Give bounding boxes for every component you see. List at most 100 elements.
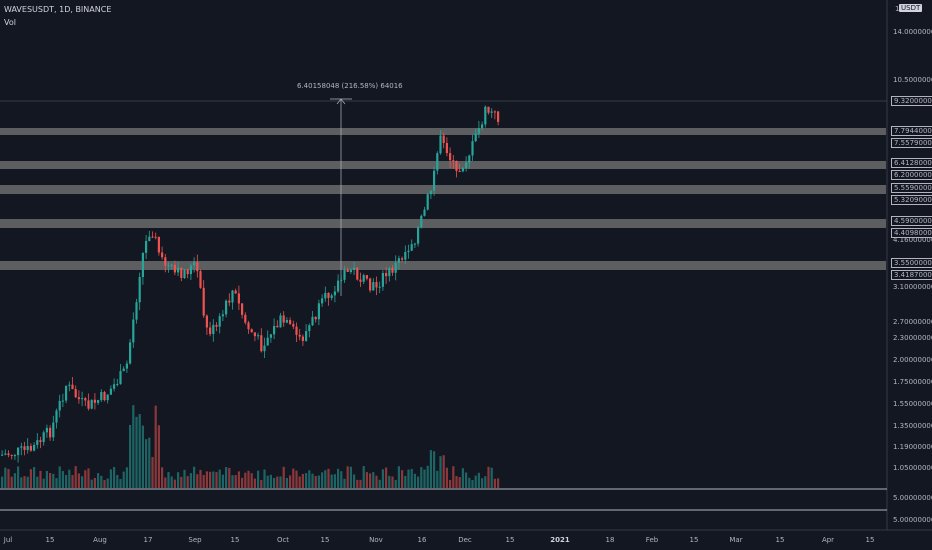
volume-bar: [346, 466, 349, 488]
candle-body: [7, 453, 10, 456]
resistance-zone[interactable]: [0, 161, 886, 169]
volume-tick: 5.00000000: [893, 494, 932, 502]
volume-bar: [170, 476, 173, 488]
candle-body: [381, 273, 384, 287]
volume-bar: [20, 477, 23, 488]
volume-bar: [180, 476, 183, 488]
volume-bar: [391, 476, 394, 488]
time-tick: Apr: [821, 536, 835, 544]
candle-body: [177, 267, 180, 273]
symbol-title[interactable]: WAVESUSDT, 1D, BINANCE: [4, 5, 112, 14]
volume-bar: [356, 479, 359, 488]
candle-body: [481, 124, 484, 129]
volume-bar: [407, 469, 410, 488]
candle-body: [401, 258, 404, 260]
candle-body: [391, 268, 394, 273]
candle-body: [26, 445, 29, 450]
candle-body: [305, 331, 308, 341]
volume-bar: [29, 469, 32, 488]
time-tick: Feb: [645, 536, 659, 544]
candle-body: [231, 290, 234, 303]
volume-bar: [148, 437, 151, 488]
candle-body: [148, 236, 151, 241]
candle-body: [477, 128, 480, 134]
volume-bar: [298, 476, 301, 488]
volume-bar: [33, 467, 36, 488]
volume-bar: [369, 473, 372, 488]
candle-body: [250, 329, 253, 333]
candle-body: [125, 363, 128, 369]
volume-bar: [327, 468, 330, 488]
time-tick: 15: [689, 536, 699, 544]
candle-body: [295, 326, 298, 335]
support-zone[interactable]: [0, 185, 886, 194]
time-tick: 17: [143, 536, 153, 544]
candle-body: [311, 316, 314, 326]
volume-series[interactable]: [1, 405, 500, 488]
time-tick: 15: [865, 536, 875, 544]
volume-bar: [493, 478, 496, 488]
candle-body: [113, 384, 116, 389]
candle-body: [116, 384, 119, 386]
volume-bar: [337, 468, 340, 488]
candle-body: [100, 392, 103, 401]
currency-tag[interactable]: USDT: [899, 4, 923, 12]
candle-body: [375, 282, 378, 288]
volume-bar: [215, 472, 218, 488]
resistance-zone[interactable]: [0, 128, 886, 135]
volume-bar: [471, 479, 474, 488]
volume-bar: [49, 473, 52, 488]
volume-bar: [205, 471, 208, 488]
candle-body: [132, 319, 135, 343]
volume-bar: [100, 475, 103, 488]
volume-indicator-label[interactable]: Vol: [4, 18, 16, 27]
candle-body: [135, 302, 138, 320]
price-level-label: 7.79440000: [891, 126, 932, 136]
candle-body: [61, 400, 64, 402]
volume-bar: [116, 474, 119, 488]
candle-body: [343, 269, 346, 280]
volume-bar: [301, 473, 304, 488]
volume-bar: [465, 472, 468, 488]
candlestick-series[interactable]: [1, 105, 500, 463]
candle-body: [426, 194, 429, 210]
candle-body: [397, 258, 400, 263]
candle-body: [157, 236, 160, 253]
candle-body: [161, 252, 164, 258]
time-tick: 15: [505, 536, 515, 544]
candle-body: [42, 432, 45, 443]
candle-body: [87, 400, 90, 409]
candle-body: [129, 342, 132, 364]
time-tick: Mar: [729, 536, 743, 544]
support-zone[interactable]: [0, 219, 886, 228]
volume-bar: [481, 478, 484, 488]
price-level-label: 4.40980000: [891, 228, 932, 238]
volume-bar: [433, 451, 436, 488]
candle-body: [58, 400, 61, 411]
volume-bar: [404, 475, 407, 488]
volume-bar: [324, 470, 327, 488]
candle-body: [346, 269, 349, 273]
volume-bar: [228, 467, 231, 488]
candle-body: [93, 399, 96, 403]
candle-body: [212, 324, 215, 335]
volume-bar: [1, 476, 4, 488]
candle-body: [340, 279, 343, 281]
volume-bar: [68, 469, 71, 488]
candle-body: [420, 215, 423, 228]
support-zone[interactable]: [0, 261, 886, 270]
candle-body: [84, 398, 87, 401]
volume-bar: [81, 476, 84, 488]
time-tick: Oct: [276, 536, 290, 544]
volume-bar: [26, 476, 29, 488]
volume-bar: [87, 468, 90, 488]
volume-bar: [58, 466, 61, 488]
candle-body: [180, 267, 183, 279]
volume-bar: [343, 478, 346, 488]
candle-body: [333, 291, 336, 296]
price-level-label: 7.55790000: [891, 138, 932, 148]
time-tick: 15: [320, 536, 330, 544]
candle-body: [29, 445, 32, 451]
